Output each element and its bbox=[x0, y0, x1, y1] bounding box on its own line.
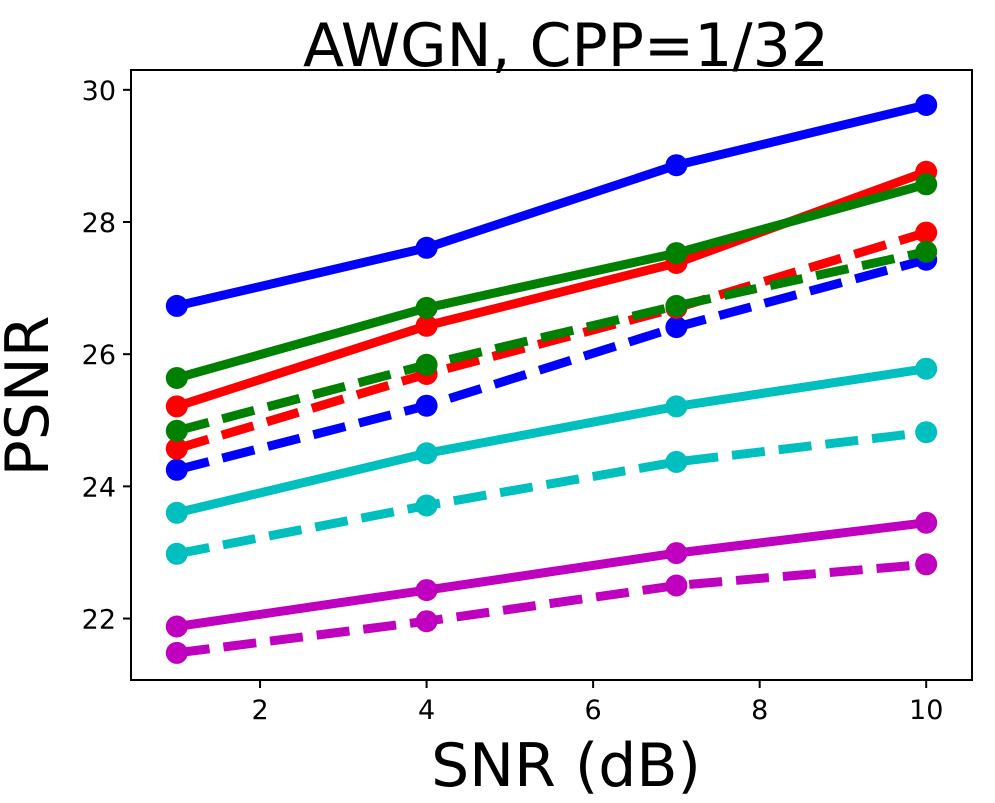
x-tick-label: 8 bbox=[751, 695, 768, 726]
data-point-magenta-solid-0 bbox=[165, 615, 188, 638]
data-point-blue-dashed-2 bbox=[665, 316, 688, 339]
x-tick-label: 4 bbox=[418, 695, 435, 726]
series-line-blue-solid bbox=[175, 100, 928, 311]
data-point-green-solid-3 bbox=[915, 173, 938, 196]
series-line-green-dashed bbox=[175, 247, 928, 436]
series-line-blue-dashed bbox=[175, 255, 928, 475]
data-point-blue-solid-3 bbox=[915, 94, 938, 116]
series-line-magenta-dashed bbox=[176, 559, 927, 658]
y-tick-label: 24 bbox=[82, 472, 116, 503]
y-axis-label: PSNR bbox=[0, 316, 63, 477]
y-tick-label: 22 bbox=[82, 605, 116, 636]
data-point-cyan-dashed-2 bbox=[665, 450, 688, 473]
data-point-blue-solid-0 bbox=[165, 294, 188, 317]
y-tick-label: 28 bbox=[82, 208, 116, 239]
series-line-cyan-dashed bbox=[175, 427, 927, 559]
x-axis-label: SNR (dB) bbox=[431, 731, 701, 801]
data-point-blue-dashed-1 bbox=[415, 394, 438, 417]
data-point-green-dashed-0 bbox=[165, 419, 188, 442]
data-point-cyan-solid-3 bbox=[915, 357, 938, 380]
data-point-magenta-dashed-3 bbox=[915, 553, 938, 576]
series-line-green-solid bbox=[175, 179, 928, 383]
data-point-cyan-solid-1 bbox=[415, 442, 438, 465]
series-line-cyan-solid bbox=[175, 364, 927, 518]
data-point-magenta-solid-1 bbox=[415, 579, 438, 602]
data-point-blue-solid-1 bbox=[415, 236, 438, 259]
x-tick-label: 2 bbox=[251, 695, 268, 726]
x-tick-label: 10 bbox=[909, 695, 943, 726]
data-point-cyan-dashed-1 bbox=[415, 494, 438, 517]
data-point-cyan-solid-2 bbox=[665, 395, 688, 418]
x-tick-label: 6 bbox=[585, 695, 602, 726]
data-point-red-solid-0 bbox=[165, 395, 188, 418]
series-line-red-dashed bbox=[175, 228, 928, 454]
data-point-green-solid-0 bbox=[165, 367, 188, 389]
data-point-red-solid-1 bbox=[415, 314, 438, 337]
data-point-cyan-solid-0 bbox=[165, 501, 188, 524]
data-point-red-dashed-3 bbox=[915, 221, 938, 244]
data-point-green-solid-2 bbox=[665, 242, 688, 265]
data-point-green-dashed-3 bbox=[915, 240, 938, 263]
data-point-cyan-dashed-3 bbox=[915, 421, 938, 444]
data-point-magenta-dashed-0 bbox=[165, 641, 188, 664]
y-tick-label: 26 bbox=[82, 340, 116, 371]
data-point-green-solid-1 bbox=[415, 296, 438, 319]
data-point-green-dashed-1 bbox=[415, 353, 438, 376]
series-line-magenta-solid bbox=[176, 518, 927, 631]
data-point-blue-solid-2 bbox=[665, 154, 688, 177]
data-point-magenta-dashed-2 bbox=[665, 574, 688, 597]
data-point-blue-dashed-0 bbox=[165, 458, 188, 481]
data-point-magenta-solid-2 bbox=[665, 542, 688, 565]
data-point-magenta-solid-3 bbox=[915, 511, 938, 534]
axes-frame bbox=[130, 69, 973, 681]
data-point-red-dashed-0 bbox=[165, 437, 188, 460]
y-tick-label: 30 bbox=[82, 76, 116, 107]
data-point-green-dashed-2 bbox=[665, 294, 688, 317]
data-point-magenta-dashed-1 bbox=[415, 610, 438, 633]
data-point-cyan-dashed-0 bbox=[165, 542, 188, 565]
